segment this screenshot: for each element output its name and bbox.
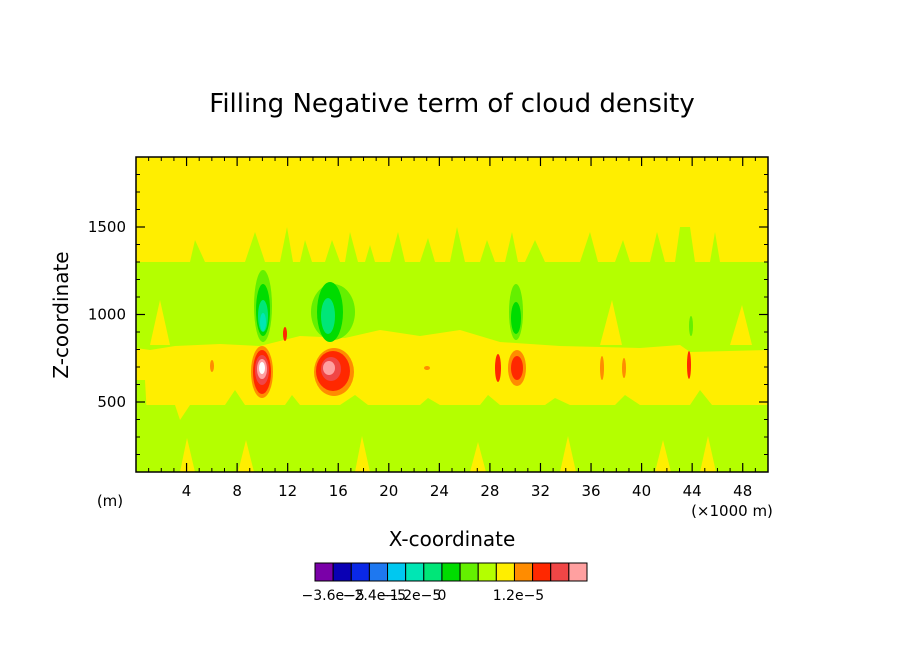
colorbar-label: −2.4e−5 (343, 588, 406, 604)
colorbar-swatch (350, 562, 370, 582)
x-tick-label: 40 (632, 482, 651, 500)
y-tick-label: 500 (97, 393, 126, 411)
positive-cell-10km (251, 346, 273, 398)
colorbar-swatch (477, 562, 497, 582)
x-unit-right: (×1000 m) (691, 502, 773, 520)
colorbar-label: −1.2e−5 (378, 588, 441, 604)
x-tick-label: 20 (379, 482, 398, 500)
colorbar-swatch (405, 562, 425, 582)
green-band-lower-detail (136, 380, 150, 472)
x-tick-label: 4 (182, 482, 192, 500)
colorbar-swatch (368, 562, 389, 582)
colorbar-swatch (513, 562, 534, 582)
colorbar-swatch (423, 562, 443, 582)
x-tick-label: 44 (683, 482, 702, 500)
x-unit-left: (m) (97, 492, 123, 510)
y-tick-label: 1500 (88, 218, 126, 236)
colorbar-label: −3.6e−5 (302, 588, 365, 604)
colorbar-swatch (314, 562, 334, 582)
negative-cell-15km (311, 282, 355, 342)
x-tick-label: 24 (430, 482, 449, 500)
negative-cell-10km (254, 270, 272, 342)
positive-cell-15km (314, 348, 354, 396)
colorbar-swatch (459, 562, 479, 582)
axis-ticks (136, 157, 768, 472)
colorbar-swatch (387, 562, 407, 582)
x-tick-label: 36 (581, 482, 600, 500)
colorbar-swatch (332, 562, 352, 582)
colorbar: −3.6e−5−2.4e−5−1.2e−50 1.2e−5 (302, 562, 588, 604)
colorbar-swatch (441, 562, 461, 582)
x-tick-label: 32 (531, 482, 550, 500)
colorbar-label: 0 (437, 588, 446, 604)
colorbar-swatch (568, 562, 588, 582)
x-tick-label: 16 (329, 482, 348, 500)
colorbar-label: 1.2e−5 (493, 588, 545, 604)
x-axis-label: X-coordinate (389, 527, 516, 551)
y-tick-label: 1000 (88, 306, 126, 324)
small-features (210, 316, 693, 382)
colorbar-swatch (550, 562, 570, 582)
negative-cell-30km (509, 284, 523, 340)
y-axis-label: Z-coordinate (49, 251, 73, 378)
x-tick-label: 12 (278, 482, 297, 500)
plot-area (135, 156, 769, 473)
chart-title: Filling Negative term of cloud density (209, 89, 695, 119)
colorbar-swatch (532, 562, 552, 582)
x-tick-label: 8 (232, 482, 242, 500)
yellow-intrusions (150, 300, 752, 472)
x-tick-label: 48 (733, 482, 752, 500)
positive-cell-30km (508, 350, 526, 386)
green-band-lower (136, 390, 768, 472)
contour-field (136, 157, 768, 472)
colorbar-swatch (495, 562, 515, 582)
x-tick-label: 28 (480, 482, 499, 500)
